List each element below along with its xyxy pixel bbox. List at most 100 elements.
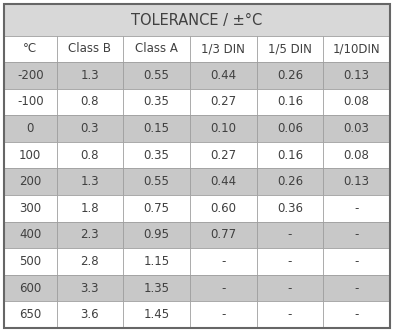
- Bar: [123, 195, 190, 221]
- Text: 0.13: 0.13: [344, 69, 370, 82]
- Text: -: -: [221, 282, 225, 294]
- Text: 0.8: 0.8: [81, 149, 99, 162]
- Bar: [57, 89, 123, 115]
- Text: 1.3: 1.3: [81, 69, 99, 82]
- Text: 2.8: 2.8: [81, 255, 99, 268]
- Bar: [4, 275, 57, 301]
- Text: 1.8: 1.8: [81, 202, 99, 215]
- Text: 1.35: 1.35: [143, 282, 169, 294]
- Text: 1.15: 1.15: [143, 255, 170, 268]
- Bar: [123, 221, 190, 248]
- Text: 0.10: 0.10: [210, 122, 236, 135]
- Text: 0.95: 0.95: [143, 228, 169, 241]
- Text: 0.26: 0.26: [277, 175, 303, 188]
- Text: 3.3: 3.3: [81, 282, 99, 294]
- Text: 0.75: 0.75: [143, 202, 169, 215]
- Bar: [323, 36, 390, 62]
- Bar: [323, 275, 390, 301]
- Text: 0.8: 0.8: [81, 95, 99, 109]
- Bar: [256, 89, 323, 115]
- Text: 200: 200: [19, 175, 41, 188]
- Text: 0.16: 0.16: [277, 149, 303, 162]
- Bar: [123, 36, 190, 62]
- Text: 0.3: 0.3: [81, 122, 99, 135]
- Text: 0.55: 0.55: [144, 69, 169, 82]
- Bar: [190, 62, 256, 89]
- Text: 650: 650: [19, 308, 41, 321]
- Bar: [190, 221, 256, 248]
- Bar: [123, 115, 190, 142]
- Bar: [190, 36, 256, 62]
- Bar: [256, 62, 323, 89]
- Bar: [256, 142, 323, 168]
- Bar: [4, 142, 57, 168]
- Bar: [57, 62, 123, 89]
- Text: 0.36: 0.36: [277, 202, 303, 215]
- Bar: [190, 168, 256, 195]
- Bar: [323, 221, 390, 248]
- Bar: [123, 89, 190, 115]
- Text: -: -: [221, 255, 225, 268]
- Bar: [123, 142, 190, 168]
- Bar: [57, 248, 123, 275]
- Text: -: -: [221, 308, 225, 321]
- Text: -: -: [288, 308, 292, 321]
- Text: -: -: [288, 228, 292, 241]
- Bar: [256, 36, 323, 62]
- Bar: [57, 221, 123, 248]
- Bar: [323, 168, 390, 195]
- Text: 0.08: 0.08: [344, 149, 370, 162]
- Text: -: -: [355, 308, 359, 321]
- Text: 300: 300: [19, 202, 41, 215]
- Bar: [57, 195, 123, 221]
- Bar: [4, 301, 57, 328]
- Bar: [190, 195, 256, 221]
- Text: -100: -100: [17, 95, 44, 109]
- Bar: [256, 275, 323, 301]
- Text: 500: 500: [19, 255, 41, 268]
- Text: TOLERANCE / ±°C: TOLERANCE / ±°C: [131, 13, 263, 28]
- Bar: [123, 248, 190, 275]
- Bar: [123, 62, 190, 89]
- Text: Class B: Class B: [69, 42, 112, 55]
- Text: 0.15: 0.15: [143, 122, 169, 135]
- Text: -: -: [355, 255, 359, 268]
- Text: -: -: [355, 228, 359, 241]
- Text: 400: 400: [19, 228, 41, 241]
- Text: 0.26: 0.26: [277, 69, 303, 82]
- Text: 0.44: 0.44: [210, 175, 236, 188]
- Bar: [57, 275, 123, 301]
- Bar: [4, 89, 57, 115]
- Bar: [123, 301, 190, 328]
- Text: 1.45: 1.45: [143, 308, 170, 321]
- Bar: [323, 115, 390, 142]
- Text: 0.16: 0.16: [277, 95, 303, 109]
- Bar: [323, 89, 390, 115]
- Bar: [4, 221, 57, 248]
- Bar: [256, 248, 323, 275]
- Text: 0.03: 0.03: [344, 122, 370, 135]
- Text: -: -: [288, 255, 292, 268]
- Bar: [4, 4, 390, 36]
- Bar: [4, 115, 57, 142]
- Bar: [190, 142, 256, 168]
- Text: 1/10DIN: 1/10DIN: [333, 42, 381, 55]
- Bar: [190, 275, 256, 301]
- Text: 0.13: 0.13: [344, 175, 370, 188]
- Text: -: -: [355, 282, 359, 294]
- Bar: [57, 115, 123, 142]
- Text: 0: 0: [26, 122, 34, 135]
- Text: 1/5 DIN: 1/5 DIN: [268, 42, 312, 55]
- Bar: [57, 168, 123, 195]
- Bar: [256, 301, 323, 328]
- Bar: [323, 195, 390, 221]
- Text: 100: 100: [19, 149, 41, 162]
- Text: 0.08: 0.08: [344, 95, 370, 109]
- Text: 600: 600: [19, 282, 41, 294]
- Text: -: -: [288, 282, 292, 294]
- Bar: [190, 89, 256, 115]
- Bar: [256, 168, 323, 195]
- Bar: [190, 248, 256, 275]
- Bar: [57, 142, 123, 168]
- Text: Class A: Class A: [135, 42, 178, 55]
